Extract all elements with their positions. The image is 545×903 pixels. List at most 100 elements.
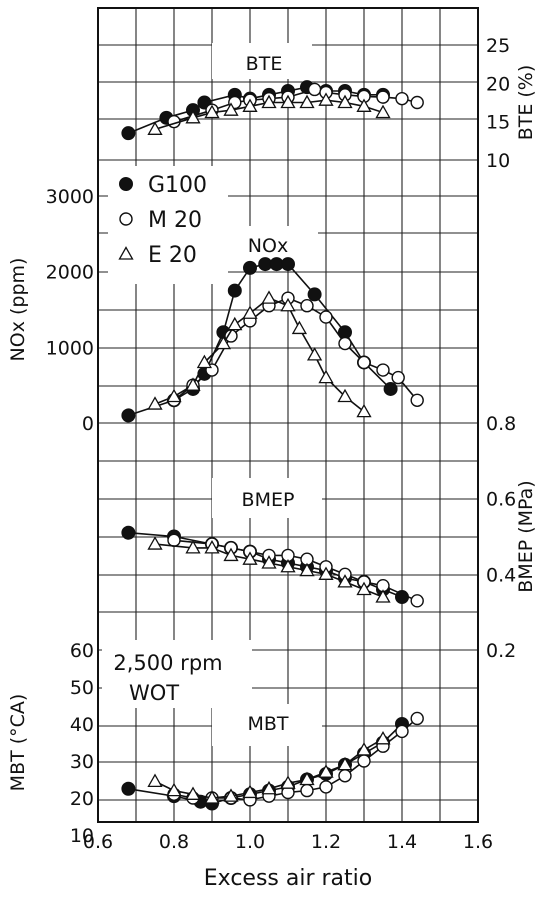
y-tick-label: 50 [70,677,94,699]
legend-label: G100 [148,173,207,198]
data-point [356,581,372,596]
y-tick-label: 0.8 [486,413,516,435]
series-e20 [147,92,391,135]
y-axis-label: BMEP (MPa) [515,480,537,592]
data-point [261,780,277,795]
y-tick-label: 1000 [46,337,94,359]
data-point [356,742,372,756]
series-e20 [147,730,391,804]
data-point [337,756,353,771]
data-point [357,754,371,768]
y-tick-label: 0.4 [486,564,516,586]
data-point [307,82,322,97]
data-point [375,589,391,603]
panel-title: MBT [247,713,288,735]
panel-title: BMEP [242,489,295,511]
data-point [167,533,181,547]
y-tick-label: 0.2 [486,640,516,662]
y-tick-label: 0 [82,413,94,435]
x-tick-label: 1.6 [463,831,493,853]
data-point [166,782,182,797]
data-point [147,121,163,135]
y-tick-label: 20 [70,788,94,810]
data-point [147,773,163,787]
data-point [318,566,334,580]
y-tick-label: 0.6 [486,489,516,511]
data-point [338,769,352,783]
data-point [319,780,333,794]
data-point [280,558,296,573]
data-point [204,540,220,554]
data-point [261,94,277,109]
data-point [318,369,334,384]
data-point [204,790,220,804]
data-point [375,730,391,745]
data-point [281,257,295,272]
label-box [212,43,312,79]
data-point [223,547,239,562]
data-point [410,711,424,726]
x-tick-label: 1.4 [387,831,417,853]
data-point [395,724,409,739]
data-point [410,95,424,110]
legend-label: M 20 [148,208,202,233]
data-point [410,594,424,608]
y-tick-label: 20 [486,73,510,95]
x-axis: 0.6 0.8 1.0 1.2 1.4 1.6 Excess air ratio [83,831,493,891]
x-tick-label: 0.8 [159,831,189,853]
data-point [121,781,136,796]
data-point [261,555,277,569]
legend-item: M 20 [119,208,202,233]
label-box [212,704,322,746]
y-tick-label: 30 [70,751,94,773]
legend-label: E 20 [148,243,197,268]
legend-item: E 20 [118,243,197,268]
data-point [185,786,201,800]
data-point [121,525,136,540]
data-point [121,126,136,141]
y-axis-label: BTE (%) [515,65,537,141]
y-tick-label: 3000 [46,186,94,208]
data-point [121,408,136,423]
y-axis-label: MBT (°CA) [7,694,29,792]
y-tick-label: 10 [70,825,94,847]
data-point [261,290,277,304]
data-point [204,104,220,119]
panel-title: NOx [248,235,288,257]
data-point [395,91,409,106]
x-tick-label: 1.2 [311,831,341,853]
series-line [154,297,365,413]
data-point [185,110,201,124]
data-point [300,299,314,313]
data-point [242,305,258,319]
data-point [291,320,308,335]
data-point [118,246,134,260]
label-box [212,226,318,262]
data-point [299,771,315,786]
data-point [299,94,315,109]
data-point [306,347,323,361]
plot-frame [97,7,479,823]
y-tick-label: 10 [486,150,510,172]
data-point [410,393,424,407]
data-point [337,94,353,109]
label-box [212,478,322,518]
data-point [318,764,334,778]
data-point [185,377,201,391]
x-axis-label: Excess air ratio [204,866,372,891]
data-point [356,98,372,112]
data-point [196,354,213,369]
data-point [119,177,133,191]
data-point [147,396,163,410]
data-point [215,335,232,350]
legend-item: G100 [119,173,207,198]
x-tick-label: 1.0 [235,831,265,853]
series-line [128,263,392,417]
data-point [299,562,315,577]
data-point [356,403,372,418]
data-point [319,310,333,324]
data-point [307,287,322,302]
data-point [376,363,390,377]
